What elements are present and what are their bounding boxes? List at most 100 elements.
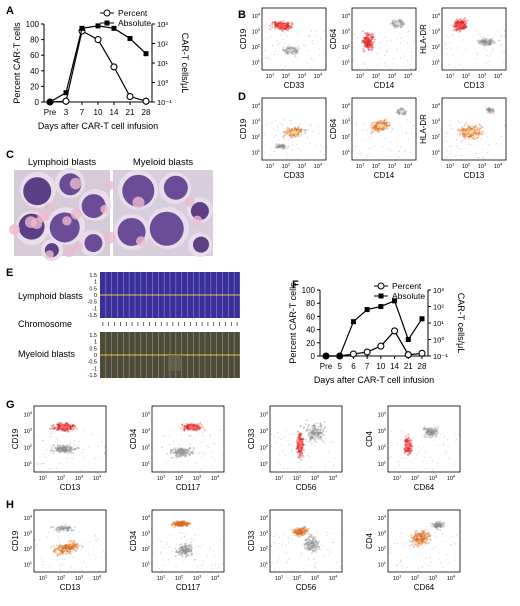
flow-x-label: CD56 [296, 583, 317, 592]
x-tick-label: 102 [282, 162, 291, 171]
cell-nucleus [193, 237, 209, 253]
panel-label-e: E [6, 267, 13, 279]
legend-marker [104, 10, 110, 16]
legend-marker [378, 283, 384, 289]
x-tick-label: 101 [266, 72, 275, 81]
y-tick-label: 102 [24, 443, 33, 452]
y-tick-label: 104 [432, 11, 441, 20]
x-tick-label: 103 [388, 162, 397, 171]
copy-number-panel: Lymphoid blasts Chromosome Myeloid blast… [18, 272, 240, 379]
x-tick-label: 104 [329, 574, 338, 583]
legend-label: Percent [118, 8, 148, 18]
x-tick-label: 104 [211, 574, 220, 583]
red-blood-cell [104, 232, 116, 244]
y-tick-label: 103 [260, 426, 269, 435]
x-tick-label: 101 [275, 574, 284, 583]
panel-label-b: B [238, 9, 246, 21]
x-tick-label: 103 [478, 162, 487, 171]
data-point-percent [63, 98, 69, 104]
y-tick-label: 101 [252, 58, 261, 67]
x-tick-label: 103 [311, 474, 320, 483]
x-tick-label: 103 [75, 474, 84, 483]
flow-x-label: CD117 [176, 583, 201, 592]
flow-panel-h: 101101102102103103104104CD13CD1910110110… [11, 510, 460, 592]
flow-y-label: CD34 [129, 530, 138, 551]
panel-label-h: H [6, 499, 14, 511]
x-tick-label: 101 [356, 72, 365, 81]
y-tick-label: 103 [342, 27, 351, 36]
y-tick-label-left: 20 [306, 339, 315, 348]
y-tick-label-left: 60 [306, 312, 315, 321]
y-tick-label: 104 [142, 513, 151, 522]
red-blood-cell [132, 197, 144, 209]
cnv-y-tick-label: -0.5 [88, 360, 97, 366]
cnv-y-tick-label: 0.5 [89, 286, 97, 292]
x-tick-label: 7 [80, 108, 85, 117]
x-tick-label: 103 [298, 72, 307, 81]
x-tick-label: 7 [365, 362, 370, 371]
cnv-y-tick-label: -0.5 [88, 300, 97, 306]
red-blood-cell [192, 216, 202, 226]
y-tick-label: 101 [342, 58, 351, 67]
data-point-absolute [64, 90, 69, 95]
flow-x-label: CD13 [60, 583, 81, 592]
flow-x-label: CD14 [374, 171, 395, 180]
x-tick-label: 101 [275, 474, 284, 483]
y-tick-label: 101 [432, 148, 441, 157]
data-point-absolute [324, 354, 329, 359]
data-point-percent [405, 352, 411, 358]
flow-y-label: CD64 [329, 28, 338, 49]
y-tick-label: 102 [142, 443, 151, 452]
y-tick-label: 101 [378, 560, 387, 569]
cnv-y-tick-label: 1 [94, 280, 97, 286]
data-point-absolute [48, 100, 53, 105]
flow-panel-d: 101101102102103103104104CD33CD1910110110… [239, 98, 506, 180]
y-tick-label: 102 [260, 443, 269, 452]
flow-y-label: CD4 [365, 532, 374, 549]
x-tick-label: 102 [293, 474, 302, 483]
red-blood-cell [62, 216, 71, 225]
flow-x-label: CD33 [284, 81, 305, 90]
y-tick-label: 104 [432, 101, 441, 110]
y-tick-label-right: 10¹ [157, 59, 168, 68]
flow-y-label: CD33 [247, 530, 256, 551]
y-tick-label: 104 [24, 513, 33, 522]
y-tick-label-right: 10⁻¹ [157, 98, 172, 107]
x-tick-label: 28 [142, 108, 151, 117]
y-tick-label-right: 10³ [157, 20, 168, 29]
x-tick-label: Pre [320, 362, 333, 371]
flow-y-label: CD33 [247, 428, 256, 449]
flow-panel-b: 101101102102103103104104CD33CD1910110110… [239, 8, 506, 90]
x-tick-label: 102 [57, 474, 66, 483]
flow-x-label: CD13 [464, 81, 485, 90]
y-tick-label-left: 0 [35, 98, 40, 107]
x-tick-label: 102 [293, 574, 302, 583]
x-tick-label: 102 [462, 162, 471, 171]
cnv-y-tick-label: 1.5 [89, 333, 97, 339]
flow-panel-g: 101101102102103103104104CD13CD1910110110… [11, 406, 460, 492]
y-tick-label: 103 [142, 529, 151, 538]
y-tick-label: 103 [378, 529, 387, 538]
y-tick-label: 104 [378, 410, 387, 419]
y-tick-label: 102 [252, 42, 261, 51]
y-tick-label-right: 10² [157, 40, 168, 49]
data-point-absolute [365, 307, 370, 312]
red-blood-cell [37, 211, 48, 222]
x-axis-label: Days after CAR-T cell infusion [38, 121, 158, 131]
x-tick-label: 103 [75, 574, 84, 583]
red-blood-cell [64, 246, 75, 257]
red-blood-cell [100, 205, 108, 213]
x-tick-label: 14 [110, 108, 119, 117]
y-tick-label: 103 [432, 117, 441, 126]
data-point-percent [378, 343, 384, 349]
x-tick-label: 104 [314, 72, 323, 81]
x-tick-label: 104 [314, 162, 323, 171]
x-tick-label: 21 [126, 108, 135, 117]
